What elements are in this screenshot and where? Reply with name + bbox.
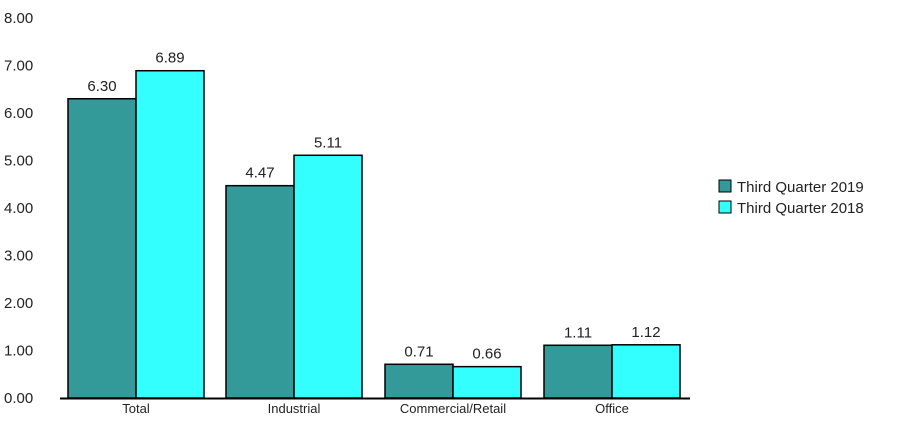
- bar-q3-2018-industrial: [293, 154, 363, 399]
- data-label: 0.66: [472, 346, 501, 363]
- data-label: 1.12: [631, 324, 660, 341]
- y-tick-label: 8.00: [4, 10, 33, 27]
- y-tick-label: 3.00: [4, 248, 33, 265]
- legend: Third Quarter 2019 Third Quarter 2018: [718, 179, 864, 217]
- y-tick-label: 5.00: [4, 153, 33, 170]
- category-label: Office: [595, 401, 629, 416]
- legend-swatch: [718, 179, 732, 193]
- y-tick-label: 2.00: [4, 295, 33, 312]
- data-label: 1.11: [564, 324, 592, 341]
- category-label: Total: [122, 401, 150, 416]
- category-labels: Total Industrial Commercial/Retail Office: [122, 401, 629, 416]
- bar-q3-2019-commercial-retail: [384, 363, 454, 399]
- data-label: 5.11: [314, 134, 342, 151]
- legend-swatch: [718, 200, 732, 214]
- data-label: 6.89: [155, 50, 184, 67]
- bar-q3-2019-industrial: [225, 184, 295, 399]
- y-tick-label: 1.00: [4, 343, 33, 360]
- y-tick-label: 4.00: [4, 200, 33, 217]
- category-label: Industrial: [268, 401, 321, 416]
- data-labels: 6.30 4.47 0.71 1.11 6.89 5.11 0.66 1.12: [87, 50, 660, 363]
- data-label: 6.30: [87, 78, 116, 95]
- legend-label: Third Quarter 2019: [737, 179, 864, 196]
- bars: [67, 69, 681, 399]
- legend-label: Third Quarter 2018: [737, 200, 864, 217]
- y-axis-ticks: 0.00 1.00 2.00 3.00 4.00 5.00 6.00 7.00 8.00: [4, 10, 33, 407]
- data-label: 4.47: [245, 165, 274, 182]
- y-tick-label: 7.00: [4, 58, 33, 75]
- bar-q3-2019-total: [67, 98, 137, 399]
- category-label: Commercial/Retail: [400, 401, 506, 416]
- y-tick-label: 0.00: [4, 390, 33, 407]
- y-tick-label: 6.00: [4, 105, 33, 122]
- bar-q3-2018-total: [135, 69, 205, 399]
- bar-q3-2019-office: [543, 344, 613, 399]
- data-label: 0.71: [404, 343, 433, 360]
- bar-q3-2018-office: [611, 344, 681, 399]
- bar-q3-2018-commercial-retail: [452, 365, 522, 399]
